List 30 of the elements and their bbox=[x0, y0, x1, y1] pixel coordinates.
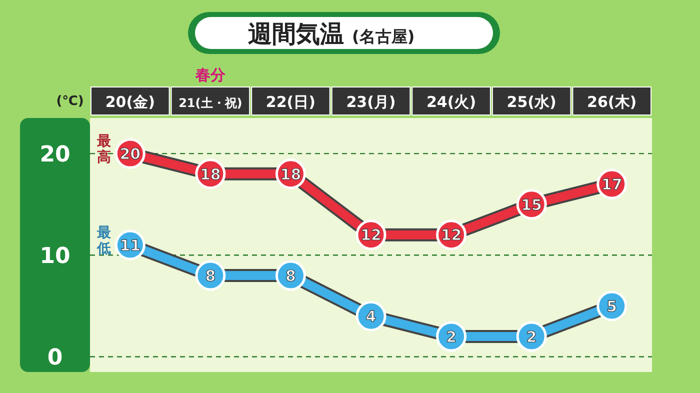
text: 春分 bbox=[194, 66, 226, 84]
y-axis-title: (℃) bbox=[56, 94, 84, 109]
data-label: 8 bbox=[205, 266, 216, 285]
data-label: 15 bbox=[521, 196, 542, 214]
y-tick-label: 20 bbox=[40, 142, 70, 168]
data-label: 2 bbox=[446, 328, 457, 346]
series-label: 最低 bbox=[96, 225, 112, 257]
data-label: 17 bbox=[601, 175, 622, 194]
y-tick-label: 10 bbox=[40, 244, 70, 270]
y-tick-label: 0 bbox=[47, 346, 63, 371]
data-label: 18 bbox=[200, 165, 221, 184]
data-label: 8 bbox=[285, 266, 296, 285]
data-label: 12 bbox=[440, 226, 462, 244]
data-label: 5 bbox=[606, 297, 618, 316]
data-label: 20 bbox=[120, 144, 141, 163]
x-tick-label: 20(金) bbox=[105, 93, 155, 111]
x-tick-label: 24(火) bbox=[426, 93, 476, 111]
x-tick-label: 21(土・祝) bbox=[178, 96, 242, 110]
x-tick-label: 22(日) bbox=[266, 93, 316, 111]
chart-title: 週間気温 bbox=[248, 20, 344, 48]
data-label: 12 bbox=[360, 226, 382, 244]
series-label: 最高 bbox=[96, 134, 112, 166]
x-tick-label: 25(水) bbox=[506, 93, 556, 111]
x-tick-label: 23(月) bbox=[346, 93, 396, 111]
data-label: 2 bbox=[526, 328, 537, 346]
data-label: 11 bbox=[120, 236, 141, 254]
data-label: 4 bbox=[366, 308, 376, 326]
chart-subtitle: (名古屋) bbox=[352, 27, 415, 46]
x-tick-label: 26(木) bbox=[587, 93, 637, 111]
data-label: 18 bbox=[280, 165, 302, 184]
